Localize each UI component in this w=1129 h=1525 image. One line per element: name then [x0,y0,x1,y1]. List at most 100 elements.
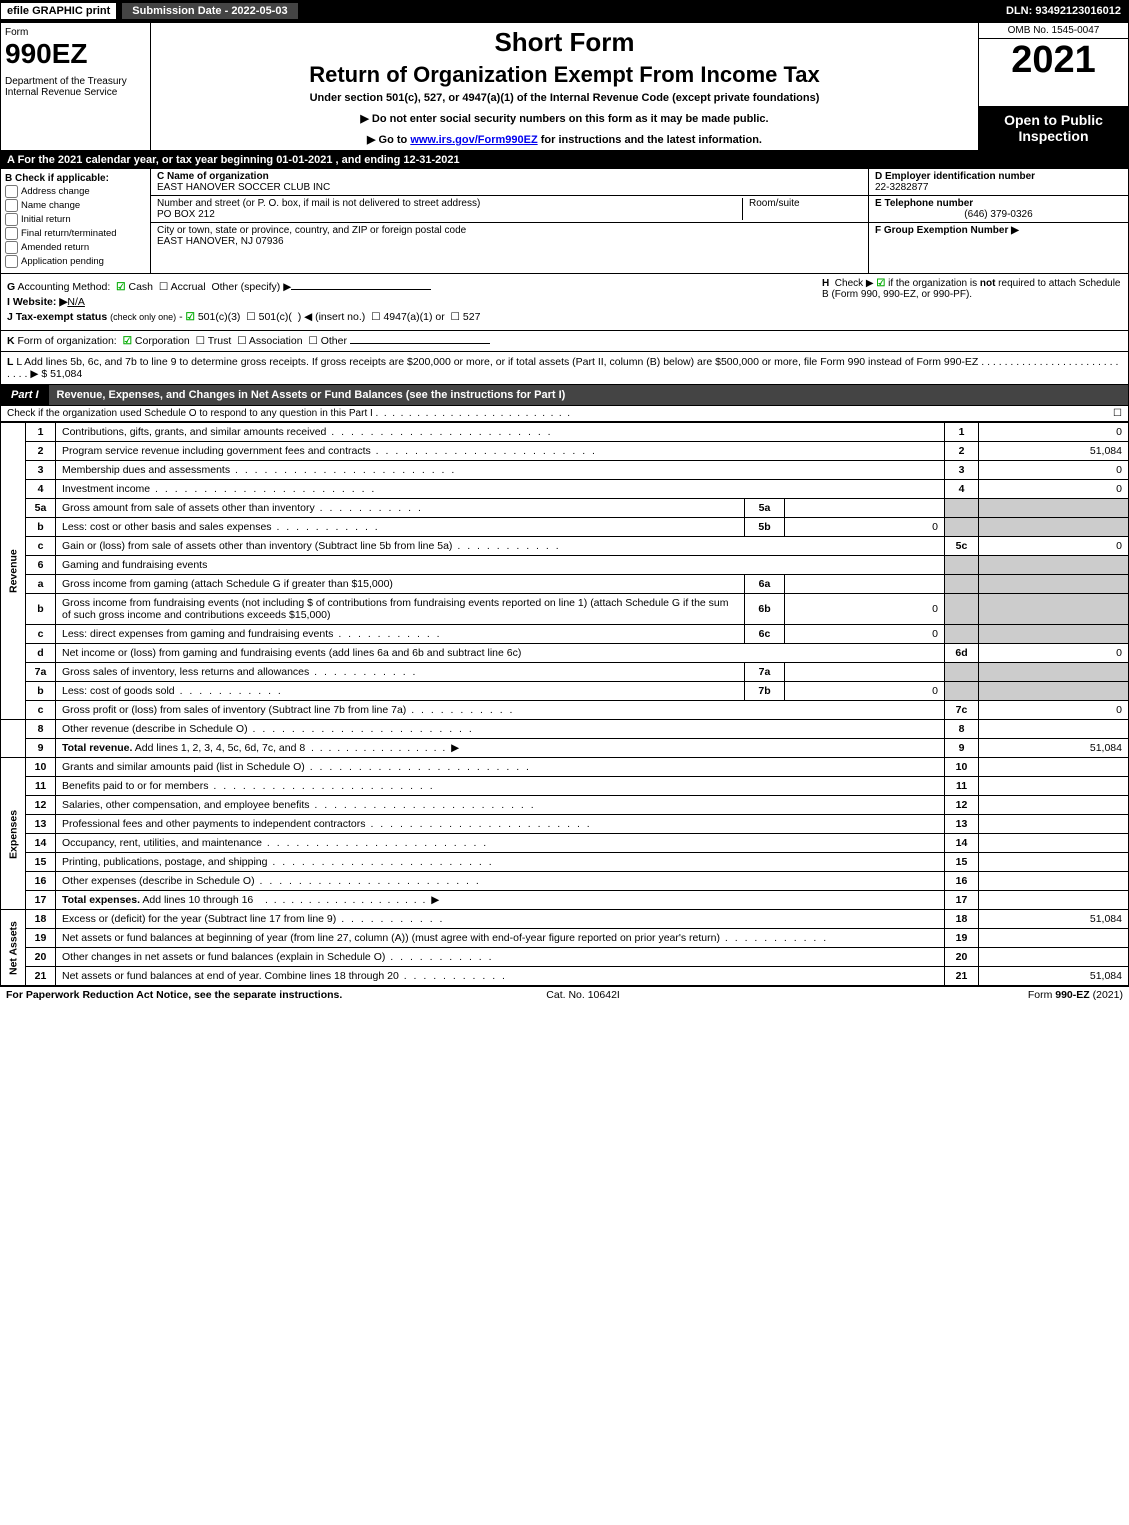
dln-label: DLN: 93492123016012 [998,3,1129,19]
ln1-amt: 0 [979,423,1129,442]
ln3-amt: 0 [979,461,1129,480]
ln17-ref: 17 [945,891,979,910]
ln21-amt: 51,084 [979,967,1129,986]
city-value: EAST HANOVER, NJ 07936 [157,236,862,247]
ln5a-num: 5a [26,499,56,518]
ln16-label: Other expenses (describe in Schedule O) [56,872,945,891]
ln6c-num: c [26,625,56,644]
ln20-ref: 20 [945,948,979,967]
ln9-num: 9 [26,739,56,758]
ln7b-shade [945,682,979,701]
col-b-header: B Check if applicable: [5,173,146,184]
ln5a-subamt [785,499,945,518]
ln16-num: 16 [26,872,56,891]
ln16-ref: 16 [945,872,979,891]
chk-address-change[interactable]: Address change [5,185,146,198]
ln7b-num: b [26,682,56,701]
ln14-label: Occupancy, rent, utilities, and maintena… [56,834,945,853]
ln5c-label: Gain or (loss) from sale of assets other… [56,537,945,556]
ln9-label: Total revenue. Add lines 1, 2, 3, 4, 5c,… [56,739,945,758]
line-h-schedule-b: H Check ▶ ☑ if the organization is not r… [822,278,1122,300]
ln6-shade [945,556,979,575]
ln6d-label: Net income or (loss) from gaming and fun… [56,644,945,663]
ln18-label: Excess or (deficit) for the year (Subtra… [56,910,945,929]
page-footer: For Paperwork Reduction Act Notice, see … [0,986,1129,1003]
room-suite-label: Room/suite [742,198,862,220]
ln15-ref: 15 [945,853,979,872]
efile-print-button[interactable]: efile GRAPHIC print [0,2,117,20]
ln14-ref: 14 [945,834,979,853]
part-i-checkbox[interactable]: ☐ [1113,408,1122,419]
form-label: Form [5,27,146,38]
ln13-amt [979,815,1129,834]
open-public-badge: Open to Public Inspection [979,106,1128,150]
ln20-num: 20 [26,948,56,967]
ln4-label: Investment income [56,480,945,499]
tax-year: 2021 [979,39,1128,106]
ln12-ref: 12 [945,796,979,815]
ln6a-shade [945,575,979,594]
ln5c-num: c [26,537,56,556]
line-j-tax-exempt: J Tax-exempt status (check only one) - ☑… [7,311,1122,323]
ln9-amt: 51,084 [979,739,1129,758]
chk-name-change[interactable]: Name change [5,199,146,212]
ln6c-shade [945,625,979,644]
ln6c-sub: 6c [745,625,785,644]
chk-application-pending[interactable]: Application pending [5,255,146,268]
part-i-subtext: Check if the organization used Schedule … [0,406,1129,422]
ln2-ref: 2 [945,442,979,461]
ln5b-label: Less: cost or other basis and sales expe… [56,518,745,537]
chk-initial-return[interactable]: Initial return [5,213,146,226]
section-b-to-f: B Check if applicable: Address change Na… [0,169,1129,274]
col-b-checkboxes: B Check if applicable: Address change Na… [1,169,151,273]
short-form-title: Short Form [155,27,974,58]
ln11-amt [979,777,1129,796]
ln18-amt: 51,084 [979,910,1129,929]
ln15-amt [979,853,1129,872]
ln4-amt: 0 [979,480,1129,499]
ln5a-amtshade [979,499,1129,518]
ln7a-label: Gross sales of inventory, less returns a… [56,663,745,682]
irs-link[interactable]: www.irs.gov/Form990EZ [410,134,537,146]
ln18-ref: 18 [945,910,979,929]
addr-value: PO BOX 212 [157,209,742,220]
top-bar: efile GRAPHIC print Submission Date - 20… [0,0,1129,22]
ein-value: 22-3282877 [875,182,1122,193]
ln2-label: Program service revenue including govern… [56,442,945,461]
ln9-ref: 9 [945,739,979,758]
ln6c-amtshade [979,625,1129,644]
ln10-ref: 10 [945,758,979,777]
ln6b-label: Gross income from fundraising events (no… [56,594,745,625]
ln6c-subamt: 0 [785,625,945,644]
chk-amended-return[interactable]: Amended return [5,241,146,254]
ln21-ref: 21 [945,967,979,986]
ln8-amt [979,720,1129,739]
ln6b-shade [945,594,979,625]
ln6-amtshade [979,556,1129,575]
ln6a-label: Gross income from gaming (attach Schedul… [56,575,745,594]
part-i-tag: Part I [1,385,49,405]
return-title: Return of Organization Exempt From Incom… [155,62,974,88]
ln7b-amtshade [979,682,1129,701]
ln15-num: 15 [26,853,56,872]
ln7a-subamt [785,663,945,682]
ln6a-num: a [26,575,56,594]
group-exemption-label: F Group Exemption Number ▶ [875,225,1122,236]
ln8-ref: 8 [945,720,979,739]
ln1-num: 1 [26,423,56,442]
ln6-num: 6 [26,556,56,575]
line-k-form-org: K Form of organization: ☑ Corporation ☐ … [0,331,1129,352]
header-left: Form 990EZ Department of the Treasury In… [1,23,151,150]
ln5c-amt: 0 [979,537,1129,556]
chk-final-return[interactable]: Final return/terminated [5,227,146,240]
goto-note: ▶ Go to www.irs.gov/Form990EZ for instru… [155,133,974,146]
ln5b-amtshade [979,518,1129,537]
row-a-tax-year: A For the 2021 calendar year, or tax yea… [0,151,1129,169]
part-i-table: Revenue 1 Contributions, gifts, grants, … [0,422,1129,986]
ln5c-ref: 5c [945,537,979,556]
ln6a-amtshade [979,575,1129,594]
ln18-num: 18 [26,910,56,929]
ln10-num: 10 [26,758,56,777]
ln11-num: 11 [26,777,56,796]
ln3-ref: 3 [945,461,979,480]
